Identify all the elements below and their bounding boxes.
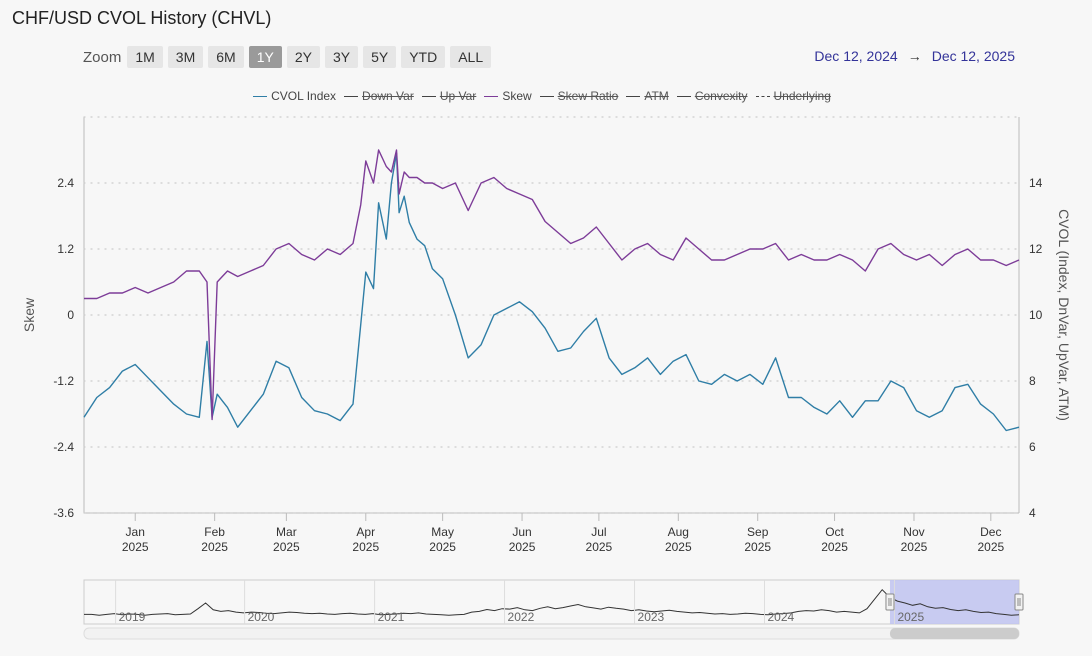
navigator-year-label: 2023: [638, 610, 665, 624]
legend-item-atm[interactable]: ATM: [626, 89, 669, 103]
chart-svg: 2.4 1.2 0 -1.2 -2.4 -3.6 14 12 10 8 6 4 Skew CVOL (In…: [21, 116, 1072, 554]
x-tick-month: Feb: [204, 525, 225, 539]
y-left-tick-label: -2.4: [53, 440, 74, 454]
y-right-tick-label: 12: [1029, 242, 1043, 256]
legend-swatch: [676, 95, 691, 97]
legend-swatch: [755, 95, 770, 97]
zoom-label: Zoom: [83, 48, 122, 66]
navigator-year-label: 2022: [508, 610, 535, 624]
legend-swatch: [421, 95, 436, 97]
y-left-tick-label: 0: [67, 308, 74, 322]
navigator-frame: [83, 579, 1020, 625]
zoom-1m-button[interactable]: 1M: [127, 46, 163, 68]
zoom-ytd-button[interactable]: YTD: [401, 46, 446, 68]
y-right-tick-label: 6: [1029, 440, 1036, 454]
date-from[interactable]: Dec 12, 2024: [814, 48, 898, 64]
x-tick-year: 2025: [744, 540, 771, 554]
navigator-series-line: [84, 588, 1020, 616]
date-range: Dec 12, 2024 → Dec 12, 2025: [814, 48, 1015, 64]
legend-label: CVOL Index: [271, 89, 337, 103]
legend-item-underlying[interactable]: Underlying: [755, 89, 831, 103]
legend-swatch: [344, 95, 359, 97]
zoom-2y-button[interactable]: 2Y: [286, 46, 320, 68]
navigator-year-label: 2019: [119, 610, 146, 624]
x-tick-month: Jan: [126, 525, 145, 539]
zoom-all-button[interactable]: ALL: [450, 46, 492, 68]
navigator-scrollbar-track: [83, 627, 1020, 640]
navigator-right-handle[interactable]: [1014, 593, 1024, 611]
navigator-year-label: 2024: [767, 610, 794, 624]
zoom-3m-button[interactable]: 3M: [167, 46, 204, 68]
navigator-left-handle[interactable]: [885, 593, 895, 611]
legend-label: Convexity: [694, 89, 748, 103]
y-right-tick-label: 8: [1029, 374, 1036, 388]
chart-legend: CVOL Index Down Var Up Var Skew Skew Ratio AT…: [0, 89, 1092, 103]
x-tick-year: 2025: [977, 540, 1004, 554]
legend-label: Skew: [502, 89, 532, 103]
y-left-tick-label: 1.2: [57, 242, 74, 256]
x-tick-year: 2025: [122, 540, 149, 554]
zoom-3y-button[interactable]: 3Y: [324, 46, 359, 68]
legend-item-cvol-index[interactable]: CVOL Index: [253, 89, 336, 103]
x-tick-year: 2025: [273, 540, 300, 554]
legend-item-up-var[interactable]: Up Var: [421, 89, 477, 103]
legend-item-skew[interactable]: Skew: [484, 89, 532, 103]
x-tick-month: Dec: [980, 525, 1001, 539]
x-tick-month: Sep: [747, 525, 769, 539]
zoom-bar: Zoom 1M 3M 6M 1Y 2Y 3Y 5Y YTD ALL: [83, 45, 496, 69]
x-tick-year: 2025: [352, 540, 379, 554]
zoom-1y-button[interactable]: 1Y: [248, 46, 282, 68]
y-left-axis-title: Skew: [21, 297, 37, 332]
legend-swatch: [539, 95, 554, 97]
x-tick-month: Apr: [356, 525, 375, 539]
x-tick-year: 2025: [821, 540, 848, 554]
navigator-year-label: 2025: [897, 610, 924, 624]
y-right-tick-label: 14: [1029, 176, 1043, 190]
y-right-tick-label: 4: [1029, 506, 1036, 520]
page-title: CHF/USD CVOL History (CHVL): [12, 8, 272, 28]
x-tick-month: Mar: [276, 525, 297, 539]
date-to[interactable]: Dec 12, 2025: [931, 48, 1015, 64]
legend-label: Skew Ratio: [557, 89, 619, 103]
y-right-tick-label: 10: [1029, 308, 1043, 322]
legend-swatch: [626, 95, 641, 97]
x-tick-month: Aug: [668, 525, 689, 539]
navigator-scrollbar-thumb[interactable]: [889, 628, 1019, 639]
legend-label: Down Var: [362, 89, 414, 103]
x-tick-month: Jun: [512, 525, 531, 539]
zoom-5y-button[interactable]: 5Y: [363, 46, 397, 68]
x-tick-month: Oct: [825, 525, 844, 539]
zoom-6m-button[interactable]: 6M: [208, 46, 244, 68]
arrow-right-icon: →: [907, 48, 922, 64]
legend-swatch: [253, 95, 268, 97]
x-tick-year: 2025: [509, 540, 536, 554]
y-left-tick-label: -1.2: [53, 374, 74, 388]
x-tick-month: Jul: [591, 525, 606, 539]
x-tick-year: 2025: [586, 540, 613, 554]
x-tick-month: May: [431, 525, 454, 539]
navigator-year-label: 2020: [248, 610, 275, 624]
navigator-selection: [889, 580, 1019, 624]
legend-label: Underlying: [773, 89, 831, 103]
x-tick-year: 2025: [665, 540, 692, 554]
x-tick-month: Nov: [903, 525, 924, 539]
legend-item-skew-ratio[interactable]: Skew Ratio: [539, 89, 619, 103]
x-tick-year: 2025: [201, 540, 228, 554]
legend-item-down-var[interactable]: Down Var: [344, 89, 414, 103]
y-left-tick-label: -3.6: [53, 506, 74, 520]
y-right-axis-title: CVOL (Index, DnVar, UpVar, ATM): [1056, 209, 1072, 421]
legend-item-convexity[interactable]: Convexity: [676, 89, 748, 103]
x-tick-year: 2025: [429, 540, 456, 554]
legend-label: Up Var: [439, 89, 477, 103]
navigator-year-label: 2021: [378, 610, 405, 624]
series-line-skew: [84, 149, 1020, 421]
legend-label: ATM: [644, 89, 669, 103]
legend-swatch: [484, 95, 499, 97]
x-tick-year: 2025: [901, 540, 928, 554]
y-left-tick-label: 2.4: [57, 176, 74, 190]
series-line-cvol-index: [83, 152, 1020, 432]
